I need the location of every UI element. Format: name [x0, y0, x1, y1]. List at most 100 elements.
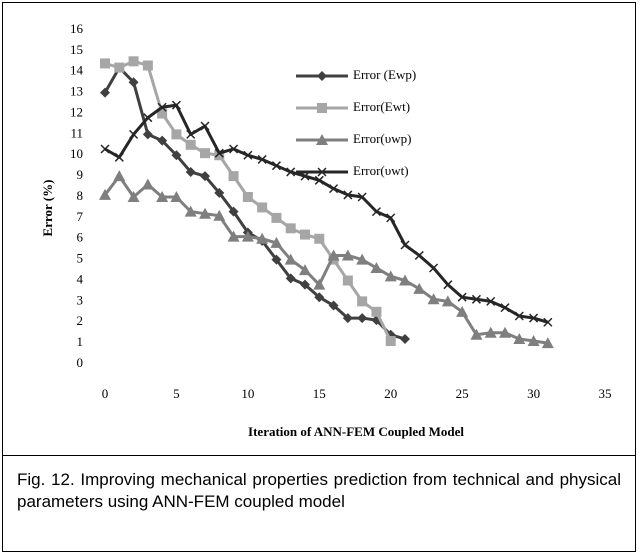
- y-tick-label: 13: [70, 84, 83, 99]
- marker: [157, 108, 168, 119]
- marker: [285, 273, 296, 284]
- marker: [184, 205, 197, 217]
- y-tick-label: 1: [77, 334, 84, 349]
- marker: [541, 337, 554, 349]
- marker: [457, 292, 467, 302]
- marker: [300, 279, 310, 290]
- marker: [285, 223, 296, 234]
- marker: [114, 152, 124, 162]
- marker: [214, 150, 225, 161]
- marker: [357, 192, 367, 202]
- marker: [100, 58, 110, 69]
- marker: [142, 60, 153, 71]
- marker: [499, 326, 511, 338]
- marker: [127, 191, 140, 202]
- legend-label: Error(υwt): [353, 163, 409, 178]
- marker: [228, 206, 239, 217]
- marker: [185, 139, 196, 150]
- marker: [256, 232, 269, 244]
- marker: [316, 134, 328, 145]
- marker: [271, 161, 281, 171]
- marker: [186, 129, 196, 139]
- marker: [513, 332, 526, 344]
- marker: [270, 236, 283, 248]
- marker: [228, 171, 239, 182]
- marker: [414, 250, 424, 260]
- marker: [529, 313, 539, 323]
- marker: [157, 102, 167, 112]
- y-tick-label: 8: [77, 188, 84, 203]
- marker: [99, 188, 111, 200]
- marker: [400, 240, 410, 250]
- chart: Error (%) Iteration of ANN-FEM Coupled M…: [40, 21, 612, 439]
- marker: [514, 311, 524, 321]
- marker: [328, 300, 339, 311]
- marker: [257, 154, 267, 164]
- marker: [400, 333, 410, 344]
- marker: [299, 264, 311, 276]
- marker: [500, 303, 510, 313]
- y-tick-label: 10: [70, 146, 83, 161]
- y-tick-label: 3: [77, 292, 84, 307]
- marker: [241, 230, 254, 242]
- marker: [170, 191, 183, 202]
- marker: [456, 305, 469, 317]
- marker: [386, 213, 396, 223]
- marker: [527, 335, 540, 347]
- y-tick-label: 14: [70, 63, 84, 78]
- marker: [327, 249, 340, 261]
- x-tick-label: 10: [241, 386, 254, 401]
- marker: [157, 135, 168, 146]
- marker: [284, 253, 297, 265]
- marker: [171, 100, 181, 110]
- marker: [171, 129, 182, 140]
- y-tick-label: 2: [77, 313, 84, 328]
- marker: [229, 144, 239, 154]
- marker: [317, 167, 327, 177]
- x-tick-label: 20: [384, 386, 397, 401]
- y-tick-label: 12: [70, 104, 83, 119]
- marker: [129, 129, 139, 139]
- legend-label: Error(υwp): [353, 131, 411, 146]
- marker: [356, 253, 369, 265]
- marker: [342, 275, 353, 286]
- marker: [313, 278, 326, 290]
- marker: [371, 306, 382, 317]
- marker: [300, 229, 310, 240]
- marker: [314, 175, 324, 185]
- marker: [143, 113, 153, 123]
- marker: [141, 178, 154, 190]
- x-tick-label: 5: [173, 386, 180, 401]
- x-axis-label: Iteration of ANN-FEM Coupled Model: [248, 424, 464, 439]
- y-axis-label: Error (%): [40, 180, 55, 237]
- marker: [142, 129, 153, 140]
- y-tick-label: 11: [70, 125, 83, 140]
- marker: [113, 170, 126, 182]
- y-tick-label: 4: [77, 271, 84, 286]
- marker: [384, 270, 397, 282]
- marker: [471, 294, 481, 304]
- marker: [227, 230, 240, 242]
- y-tick-label: 9: [77, 167, 84, 182]
- legend-label: Error(Ewt): [353, 99, 410, 114]
- marker: [543, 317, 553, 327]
- marker: [199, 207, 211, 219]
- x-tick-label: 15: [313, 386, 326, 401]
- marker: [242, 192, 253, 202]
- marker: [470, 328, 483, 340]
- y-tick-label: 16: [70, 21, 84, 36]
- marker: [200, 148, 210, 159]
- marker: [286, 167, 296, 177]
- marker: [341, 249, 354, 261]
- y-tick-label: 0: [77, 355, 84, 370]
- x-tick-label: 0: [102, 386, 109, 401]
- marker: [357, 296, 368, 307]
- marker: [443, 280, 453, 290]
- x-tick-label: 35: [599, 386, 612, 401]
- marker: [385, 336, 396, 347]
- marker: [343, 190, 353, 200]
- marker: [114, 62, 125, 73]
- legend-label: Error (Ewp): [353, 67, 416, 82]
- x-tick-label: 30: [527, 386, 540, 401]
- marker: [317, 103, 327, 113]
